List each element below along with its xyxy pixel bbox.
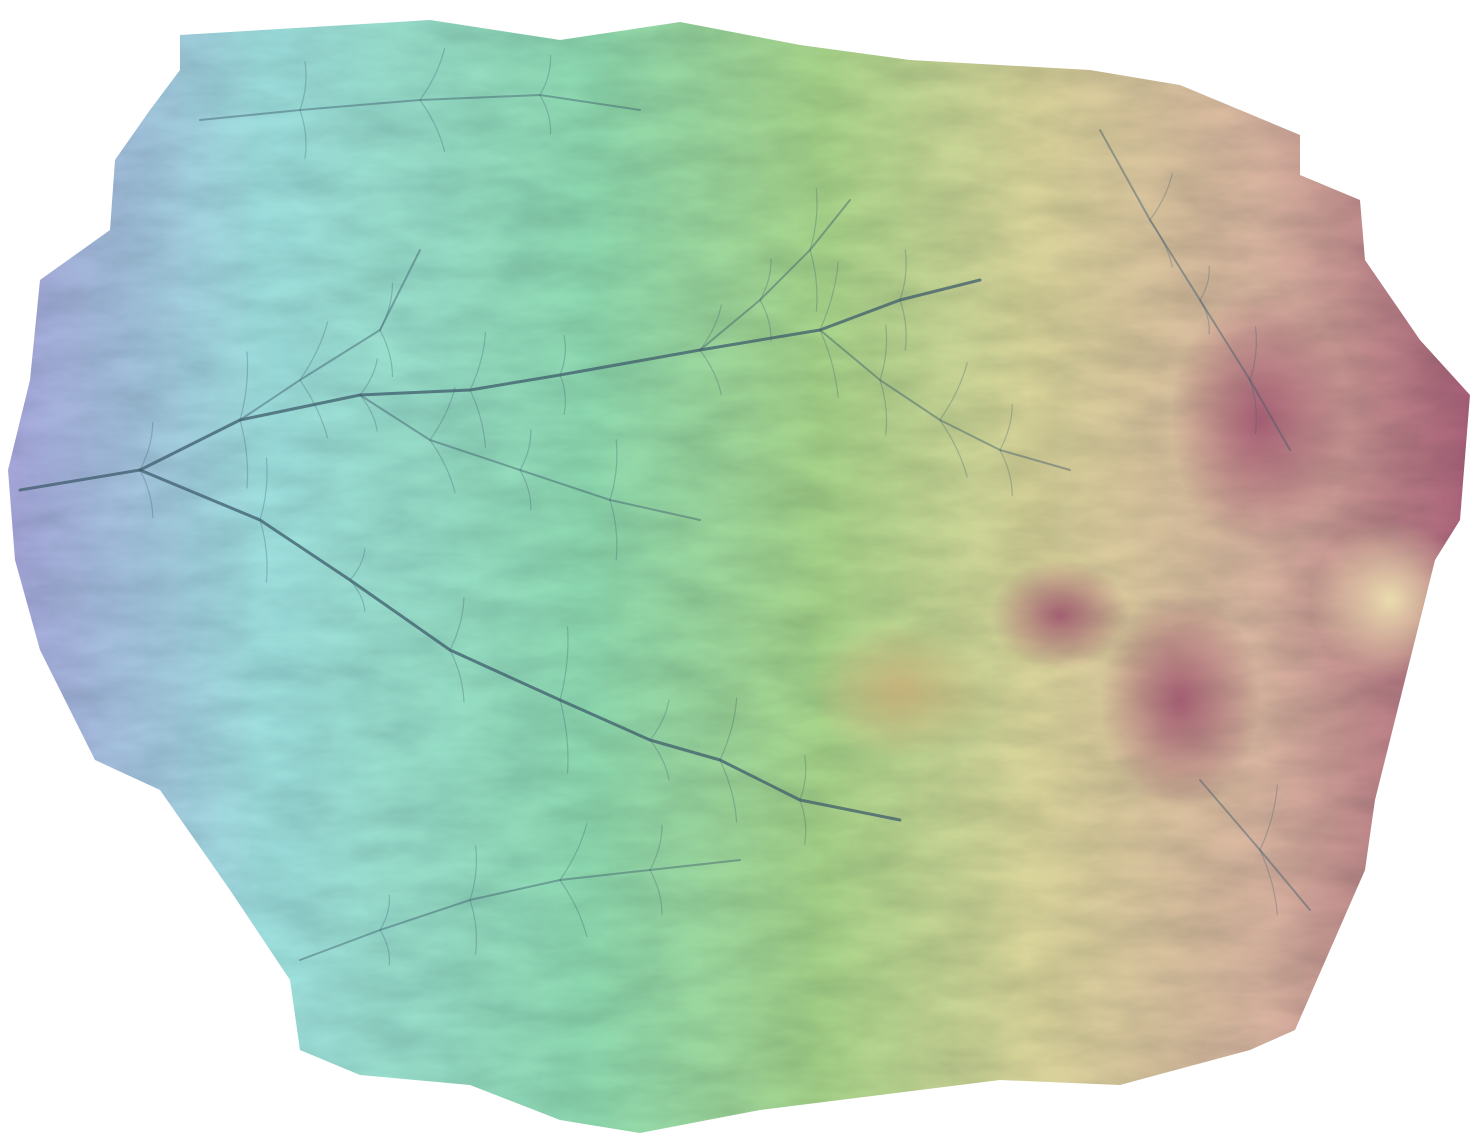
tributary xyxy=(449,597,465,651)
tributary xyxy=(999,449,1013,497)
tributary xyxy=(449,649,465,703)
tributary xyxy=(899,249,907,301)
tributary xyxy=(559,823,588,881)
tributary xyxy=(519,429,532,471)
tributary xyxy=(879,324,888,381)
tributary xyxy=(1199,299,1210,335)
tributary xyxy=(759,299,772,342)
tributary xyxy=(899,299,907,351)
tributary xyxy=(809,188,818,251)
tributary xyxy=(1199,265,1210,301)
tributary xyxy=(139,421,154,471)
tributary xyxy=(299,379,329,439)
tributary xyxy=(469,899,478,955)
tributary xyxy=(359,358,378,396)
tributary xyxy=(379,929,391,966)
east-basin xyxy=(1310,520,1470,680)
tributary xyxy=(999,403,1013,451)
river-channel xyxy=(1199,779,1311,911)
tributary xyxy=(1149,219,1173,268)
river-channel xyxy=(359,394,701,521)
tributary xyxy=(539,55,552,96)
northeast-ridge xyxy=(1170,290,1350,550)
tributary xyxy=(819,329,839,399)
tributary xyxy=(299,61,307,111)
tributary xyxy=(609,439,618,501)
ridge-high-ground xyxy=(1100,590,1260,810)
tributary xyxy=(259,457,268,521)
tributary xyxy=(799,755,807,801)
river-channel xyxy=(1099,129,1291,451)
tributary xyxy=(239,419,249,489)
tributary xyxy=(1249,326,1257,381)
tributary xyxy=(879,379,888,436)
tributary xyxy=(559,699,569,774)
tributary xyxy=(299,109,307,159)
tributary xyxy=(1259,784,1278,851)
tributary xyxy=(239,351,249,421)
tributary xyxy=(359,394,378,432)
tributary xyxy=(419,47,446,101)
peak-high-ground xyxy=(990,560,1130,670)
tributary xyxy=(539,94,552,135)
tributary xyxy=(419,99,446,153)
tributary xyxy=(1149,172,1173,221)
tributary xyxy=(939,419,968,478)
tributary xyxy=(759,258,772,301)
tributary xyxy=(379,894,391,931)
tributary xyxy=(379,282,394,331)
tributary xyxy=(559,879,588,937)
tributary xyxy=(259,519,268,583)
tributary xyxy=(379,329,394,378)
plateau-high-ground xyxy=(810,620,990,760)
tributary xyxy=(139,469,154,519)
tributary xyxy=(349,548,366,581)
tributary xyxy=(649,824,663,871)
tributary xyxy=(559,626,569,701)
tributary xyxy=(469,845,478,901)
tributary xyxy=(939,362,968,421)
river-channel xyxy=(18,278,982,492)
tributary xyxy=(649,869,663,916)
tributary xyxy=(429,439,456,494)
tributary xyxy=(609,499,618,561)
tributary xyxy=(649,699,670,741)
tributary xyxy=(1249,379,1257,434)
tributary xyxy=(819,261,839,331)
river-channel xyxy=(699,199,851,351)
drainage-network xyxy=(18,47,1311,966)
tributary xyxy=(559,374,566,416)
tributary xyxy=(519,469,532,511)
tributary xyxy=(349,579,366,612)
tributary xyxy=(699,304,722,351)
tributary xyxy=(559,334,566,376)
river-channel xyxy=(239,249,421,421)
tributary xyxy=(469,389,487,449)
tributary xyxy=(719,759,738,823)
river-channel xyxy=(138,468,902,822)
tributary xyxy=(799,799,807,845)
tributary xyxy=(719,697,738,761)
river-channel xyxy=(299,859,741,961)
tributary xyxy=(809,249,818,312)
tributary xyxy=(429,386,456,441)
tributary xyxy=(1259,849,1278,916)
tributary xyxy=(649,739,670,781)
tributary xyxy=(299,321,329,381)
river-channel xyxy=(199,94,641,121)
tributary xyxy=(699,349,722,396)
river-channel xyxy=(819,329,1071,471)
tributary xyxy=(469,331,487,391)
